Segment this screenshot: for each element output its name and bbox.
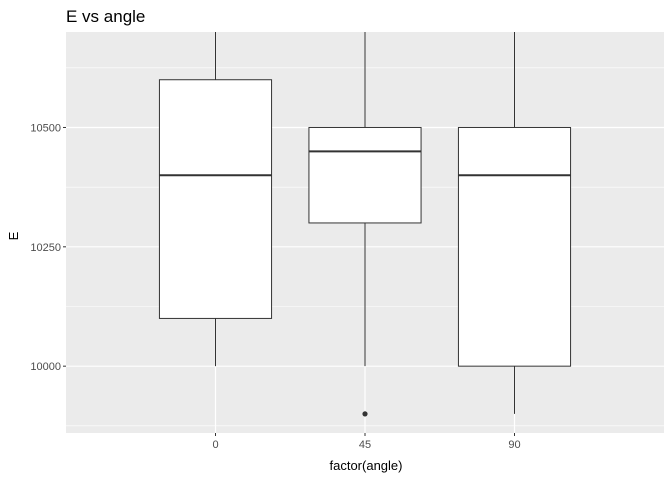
box-0 [158, 32, 273, 367]
box-body [457, 126, 572, 367]
box-body [158, 79, 273, 319]
chart-title: E vs angle [66, 7, 145, 26]
box-90 [457, 32, 572, 414]
x-axis-title: factor(angle) [330, 458, 403, 473]
y-axis: 10000 10250 10500 [30, 122, 66, 373]
y-tick-label: 10000 [30, 361, 61, 373]
x-tick-label: 90 [508, 439, 520, 451]
y-tick-label: 10500 [30, 122, 61, 134]
box-body [308, 126, 422, 224]
boxplot-layer [158, 32, 572, 417]
box-45 [308, 32, 422, 417]
x-tick-label: 0 [212, 439, 218, 451]
outlier-point [362, 411, 368, 417]
y-tick-label: 10250 [30, 242, 61, 254]
x-tick-label: 45 [359, 439, 371, 451]
x-axis: 0 45 90 [212, 433, 521, 451]
y-axis-title: E [6, 231, 21, 240]
